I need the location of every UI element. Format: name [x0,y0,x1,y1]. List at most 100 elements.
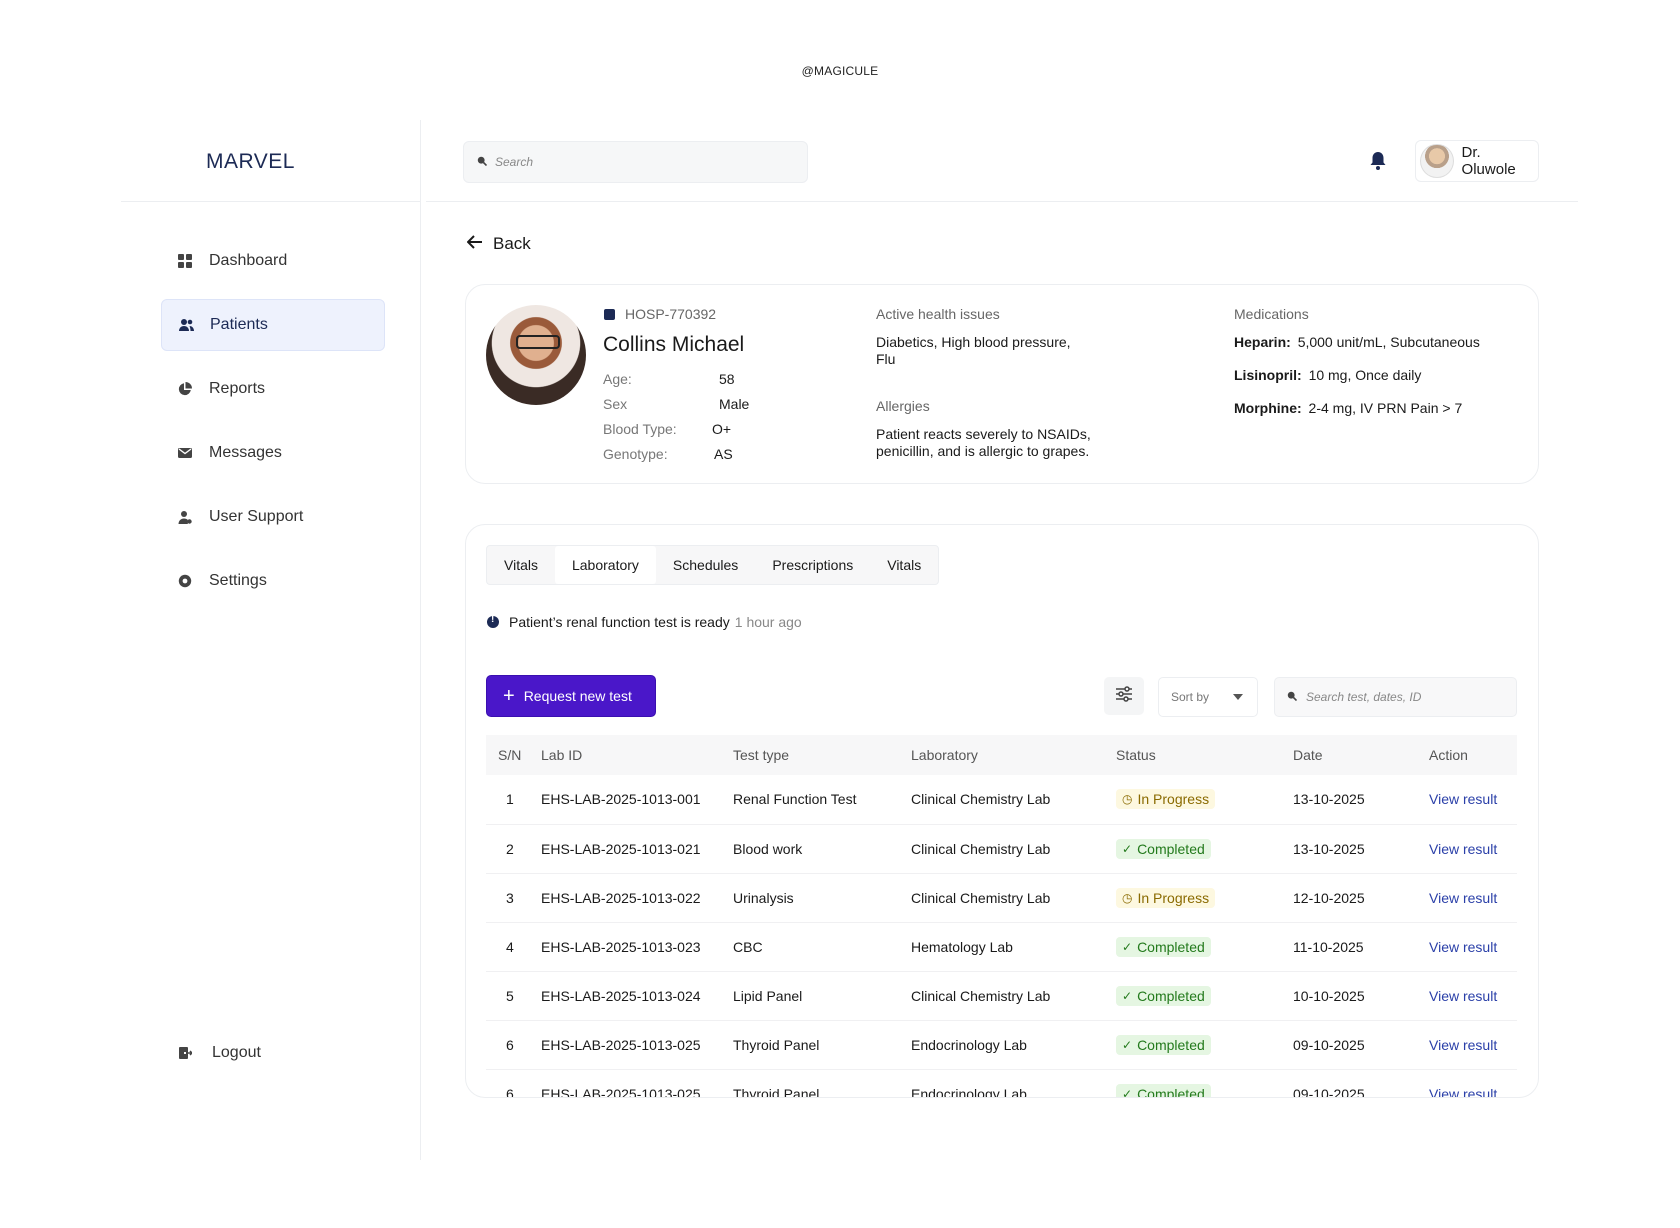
sidebar-item-patients[interactable]: Patients [161,299,385,351]
dashboard-icon [178,254,192,268]
health-issues-line-2: Flu [876,351,896,367]
tab-bar: Vitals Laboratory Schedules Prescription… [486,545,940,585]
cell-sn: 5 [486,971,529,1021]
info-icon [487,614,499,628]
id-card-icon [604,308,615,320]
lab-notice: Patient’s renal function test is ready 1… [487,614,802,630]
sort-label: Sort by [1171,690,1210,704]
table-row: 6 EHS-LAB-2025-1013-025 Thyroid Panel Endoc… [486,1069,1517,1098]
brand-logo[interactable]: MARVEL [206,150,295,173]
check-icon: ✓ [1122,841,1133,856]
genotype-label: Genotype: [603,446,668,462]
cell-lab-id: EHS-LAB-2025-1013-022 [529,873,721,923]
back-button[interactable]: Back [466,234,531,254]
sidebar-item-settings[interactable]: Settings [161,555,385,607]
sidebar-item-messages[interactable]: Messages [161,427,385,479]
search-input[interactable] [495,155,795,169]
view-result-link[interactable]: View result [1429,1036,1498,1053]
bell-icon[interactable] [1369,151,1387,171]
medication-item: Lisinopril: 10 mg, Once daily [1234,367,1421,383]
tab-prescriptions[interactable]: Prescriptions [772,557,854,573]
medications-heading: Medications [1234,306,1309,322]
mail-icon [178,446,192,460]
column-header: Action [1429,747,1468,763]
patient-sex-row: Sex Male [603,396,749,412]
tab-vitals[interactable]: Vitals [504,557,538,573]
cell-date: 13-10-2025 [1281,824,1417,874]
cell-sn: 1 [486,775,529,825]
table-search-box[interactable] [1274,677,1517,717]
cell-action: View result [1417,775,1517,825]
view-result-link[interactable]: View result [1429,987,1498,1004]
sidebar-item-dashboard[interactable]: Dashboard [161,235,385,287]
watermark: @MAGICULE [801,64,879,78]
cell-status: ✓ Completed [1104,1020,1281,1070]
cell-laboratory: Clinical Chemistry Lab [899,775,1104,825]
patient-age-row: Age: 58 [603,371,735,387]
table-row: 1 EHS-LAB-2025-1013-001 Renal Function Tes… [486,775,1517,825]
medication-name: Heparin: [1234,334,1291,350]
patient-card: HOSP-770392 Collins Michael Age: 58 Sex … [465,284,1539,484]
back-label: Back [493,234,531,253]
table-search-input[interactable] [1306,690,1506,704]
search-box[interactable] [463,141,808,183]
table-row: 3 EHS-LAB-2025-1013-022 Urinalysis Clinical… [486,873,1517,923]
view-result-link[interactable]: View result [1429,840,1498,857]
check-icon: ✓ [1122,1037,1133,1052]
medication-detail: 10 mg, Once daily [1308,367,1422,383]
health-issues-heading: Active health issues [876,306,1000,322]
blood-type-label: Blood Type: [603,421,677,437]
sidebar-item-user-support[interactable]: User Support [161,491,385,543]
cell-lab-id: EHS-LAB-2025-1013-001 [529,775,721,825]
tab-schedules[interactable]: Schedules [672,557,739,573]
status-badge: ✓ Completed [1116,1034,1211,1055]
user-support-icon [178,510,192,524]
cell-test-type: Thyroid Panel [721,1069,899,1097]
cell-laboratory: Clinical Chemistry Lab [899,971,1104,1021]
filter-button[interactable] [1104,677,1144,715]
cell-sn: 3 [486,873,529,923]
sidebar-item-label: Dashboard [209,252,288,269]
cell-date: 11-10-2025 [1281,922,1417,972]
plus-icon: + [503,685,515,707]
sex-value: Male [719,396,750,412]
patient-id-value: HOSP-770392 [625,306,717,322]
view-result-link[interactable]: View result [1429,889,1498,906]
cell-status: ✓ Completed [1104,824,1281,874]
logout-button[interactable]: Logout [178,1044,261,1062]
check-icon: ✓ [1122,1086,1133,1098]
status-text: Completed [1137,1085,1205,1098]
search-icon [477,153,488,171]
clock-icon: ◷ [1122,890,1133,905]
cell-lab-id: EHS-LAB-2025-1013-025 [529,1020,721,1070]
view-result-link[interactable]: View result [1429,938,1498,955]
sidebar-item-reports[interactable]: Reports [161,363,385,415]
view-result-link[interactable]: View result [1429,791,1498,808]
logout-icon [178,1046,194,1060]
sidebar: MARVEL Dashboard Patients Reports Messag… [121,120,421,1160]
cell-sn: 2 [486,824,529,874]
tab-laboratory[interactable]: Laboratory [554,546,656,584]
cell-test-type: Lipid Panel [721,971,899,1021]
cell-laboratory: Clinical Chemistry Lab [899,824,1104,874]
genotype-value: AS [714,446,733,462]
cell-test-type: Renal Function Test [721,775,899,825]
cell-date: 12-10-2025 [1281,873,1417,923]
status-badge: ✓ Completed [1116,1083,1211,1098]
check-icon: ✓ [1122,988,1133,1003]
column-header: Lab ID [541,747,583,763]
cell-action: View result [1417,971,1517,1021]
tab-vitals-2[interactable]: Vitals [887,557,922,573]
patient-photo [486,305,586,405]
chevron-down-icon [1233,694,1243,700]
cell-date: 09-10-2025 [1281,1069,1417,1097]
user-menu[interactable]: Dr. Oluwole [1415,140,1539,182]
cell-action: View result [1417,922,1517,972]
request-new-test-button[interactable]: + Request new test [486,675,656,717]
medication-detail: 2-4 mg, IV PRN Pain > 7 [1308,400,1463,416]
cell-laboratory: Endocrinology Lab [899,1020,1104,1070]
sort-dropdown[interactable]: Sort by [1158,677,1258,717]
view-result-link[interactable]: View result [1429,1085,1498,1098]
status-text: In Progress [1137,791,1210,808]
cell-status: ✓ Completed [1104,922,1281,972]
